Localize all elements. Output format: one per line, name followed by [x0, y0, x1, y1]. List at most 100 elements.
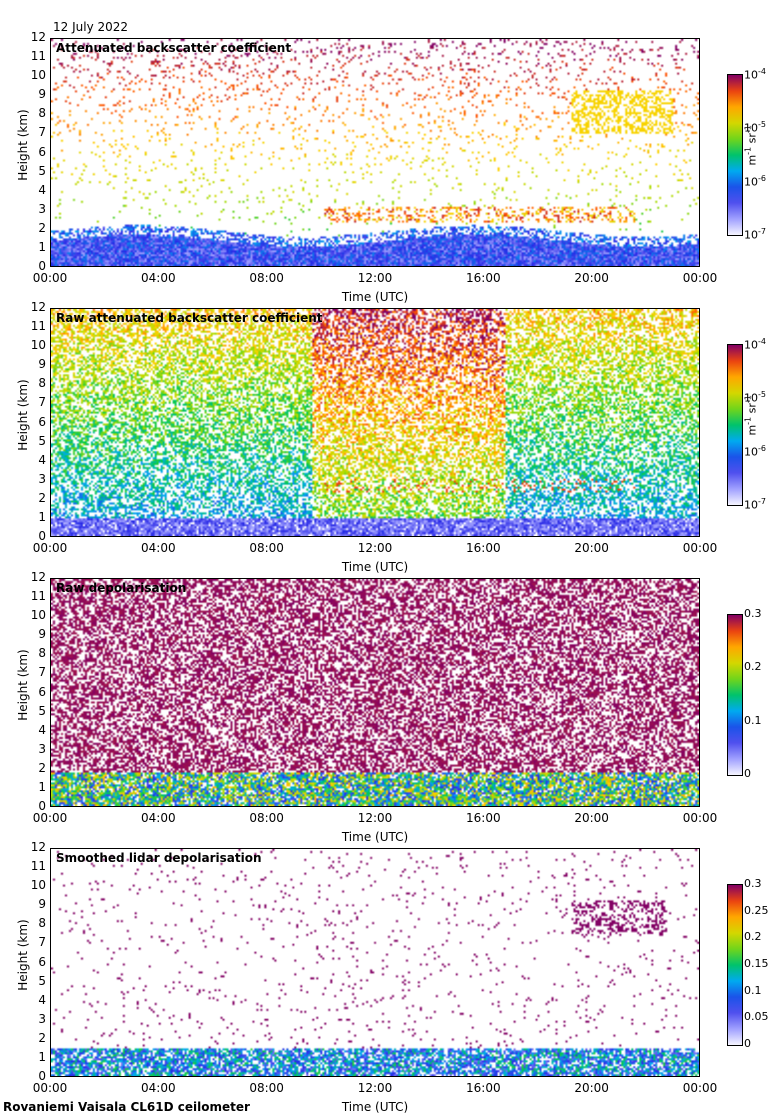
- y-tick-label: 4: [38, 182, 46, 197]
- colorbar: [727, 344, 743, 506]
- colorbar-tick: 10-7: [744, 497, 766, 512]
- y-tick-label: 9: [38, 87, 46, 102]
- x-tick-label: 12:00: [357, 811, 393, 825]
- y-tick-label: 5: [38, 163, 46, 178]
- y-tick-label: 7: [38, 125, 46, 140]
- x-tick-label: 12:00: [357, 541, 393, 555]
- y-tick-label: 11: [30, 49, 46, 64]
- y-tick-label: 8: [38, 376, 46, 391]
- panel-title: Attenuated backscatter coefficient: [56, 41, 292, 55]
- colorbar-tick: 0.1: [744, 713, 762, 727]
- panel-title: Raw depolarisation: [56, 581, 187, 595]
- y-tick-label: 11: [30, 859, 46, 874]
- y-tick-label: 9: [38, 897, 46, 912]
- x-tick-label: 16:00: [466, 541, 501, 555]
- colorbar-tick: 0.05: [744, 1010, 769, 1024]
- x-tick-label: 08:00: [249, 271, 284, 285]
- y-tick-label: 6: [38, 144, 46, 159]
- x-tick-label: 00:00: [32, 811, 68, 825]
- x-tick-label: 20:00: [574, 541, 609, 555]
- colorbar-tick: 10-6: [744, 443, 766, 459]
- y-tick-label: 4: [38, 452, 46, 467]
- x-tick-label: 16:00: [466, 271, 501, 285]
- colorbar-tick: 0.25: [744, 903, 769, 917]
- y-tick-label: 0: [38, 799, 46, 813]
- y-tick-label: 2: [38, 760, 46, 775]
- y-tick-label: 11: [30, 319, 46, 334]
- y-tick-label: 2: [38, 490, 46, 505]
- y-tick-label: 11: [30, 589, 46, 604]
- y-tick-label: 1: [38, 509, 46, 524]
- x-axis-label: Time (UTC): [341, 560, 409, 574]
- chart-panel-1: Attenuated backscatter coefficient Height…: [0, 28, 780, 304]
- heatmap-canvas: [51, 579, 699, 806]
- x-tick-label: 04:00: [141, 271, 176, 285]
- y-tick-label: 0: [38, 529, 46, 543]
- y-tick-label: 0: [38, 259, 46, 273]
- x-tick-label: 04:00: [141, 541, 176, 555]
- x-tick-label: 00:00: [32, 1081, 68, 1095]
- y-tick-label: 0: [38, 1069, 46, 1083]
- heatmap-canvas: [51, 849, 699, 1076]
- chart-panel-4: Smoothed lidar depolarisation Height (km)…: [0, 838, 780, 1108]
- heatmap-plot-area: [50, 848, 700, 1077]
- y-tick-label: 3: [38, 201, 46, 216]
- x-tick-label: 00:00: [32, 271, 68, 285]
- y-tick-label: 12: [30, 30, 46, 44]
- colorbar-tick: 10-5: [744, 390, 766, 405]
- heatmap-canvas: [51, 309, 699, 536]
- colorbar-tick: 0: [744, 767, 751, 780]
- y-tick-label: 12: [30, 570, 46, 584]
- colorbar: [727, 74, 743, 236]
- y-tick-label: 9: [38, 627, 46, 642]
- y-tick-label: 10: [30, 68, 46, 83]
- colorbar-tick: 10-4: [744, 67, 766, 82]
- x-tick-label: 20:00: [574, 1081, 609, 1095]
- x-tick-label: 00:00: [682, 271, 718, 285]
- x-tick-label: 08:00: [249, 1081, 284, 1095]
- y-tick-label: 5: [38, 433, 46, 448]
- y-tick-label: 8: [38, 916, 46, 931]
- heatmap-plot-area: [50, 38, 700, 267]
- y-tick-label: 3: [38, 1011, 46, 1026]
- y-tick-label: 5: [38, 703, 46, 718]
- x-tick-label: 16:00: [466, 1081, 501, 1095]
- instrument-label: Rovaniemi Vaisala CL61D ceilometer: [3, 1100, 250, 1114]
- colorbar-tick: 0.1: [744, 983, 762, 997]
- heatmap-plot-area: [50, 578, 700, 807]
- heatmap-plot-area: [50, 308, 700, 537]
- colorbar-tick: 10-4: [744, 337, 766, 352]
- y-tick-label: 12: [30, 840, 46, 854]
- y-tick-label: 5: [38, 973, 46, 988]
- y-tick-label: 7: [38, 665, 46, 680]
- x-tick-label: 20:00: [574, 271, 609, 285]
- y-tick-label: 1: [38, 1049, 46, 1064]
- y-tick-label: 3: [38, 471, 46, 486]
- y-tick-label: 4: [38, 992, 46, 1007]
- x-tick-label: 04:00: [141, 811, 176, 825]
- colorbar: [727, 884, 743, 1046]
- colorbar-tick: 10-7: [744, 227, 766, 242]
- panel-title: Raw attenuated backscatter coefficient: [56, 311, 323, 325]
- chart-panel-2: Raw attenuated backscatter coefficient He…: [0, 298, 780, 574]
- colorbar-unit: m-1 sr-1: [743, 125, 759, 166]
- y-tick-label: 3: [38, 741, 46, 756]
- colorbar-tick: 0.15: [744, 957, 769, 970]
- y-tick-label: 2: [38, 1030, 46, 1045]
- x-tick-label: 08:00: [249, 811, 284, 825]
- x-tick-label: 16:00: [466, 811, 501, 825]
- heatmap-canvas: [51, 39, 699, 266]
- y-tick-label: 9: [38, 357, 46, 372]
- x-axis-label: Time (UTC): [341, 830, 409, 844]
- x-tick-label: 12:00: [357, 1081, 393, 1095]
- y-tick-label: 6: [38, 684, 46, 699]
- x-tick-label: 00:00: [682, 811, 718, 825]
- colorbar-unit: m-1 sr-1: [743, 395, 759, 436]
- y-tick-label: 8: [38, 646, 46, 661]
- colorbar-tick: 10-6: [744, 173, 766, 189]
- x-tick-label: 00:00: [32, 541, 68, 555]
- y-tick-label: 6: [38, 414, 46, 429]
- x-tick-label: 00:00: [682, 1081, 718, 1095]
- x-tick-label: 00:00: [682, 541, 718, 555]
- x-axis-label: Time (UTC): [341, 1100, 409, 1114]
